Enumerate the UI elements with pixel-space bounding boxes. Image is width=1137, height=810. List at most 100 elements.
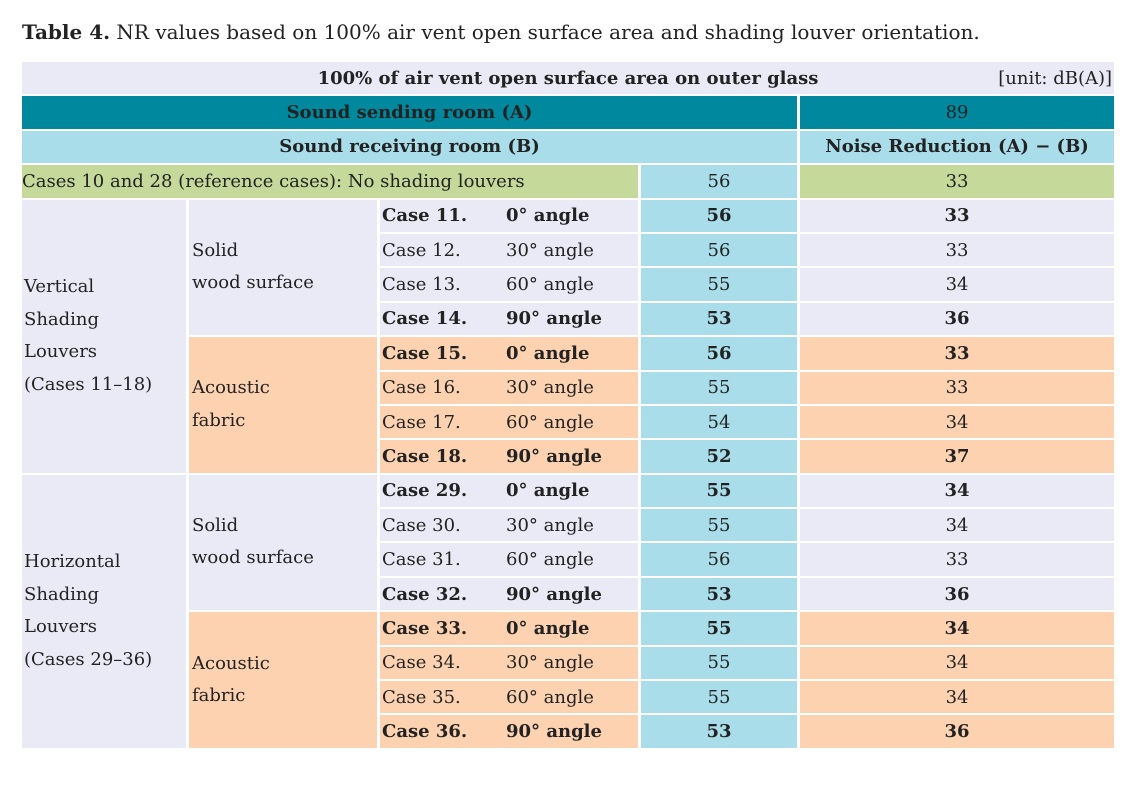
material-label-line: Acoustic <box>192 377 270 399</box>
case-number: Case 33. <box>382 617 468 639</box>
caption-label: Table 4. <box>22 20 111 44</box>
case-cell: Case 12. 30° angle <box>380 233 641 269</box>
case-angle: 30° angle <box>506 514 594 536</box>
case-angle: 60° angle <box>506 411 594 433</box>
case-number: Case 13. <box>382 274 461 296</box>
group-label-line: Horizontal <box>24 551 121 573</box>
case-angle: 30° angle <box>506 239 594 261</box>
group-label-line: Louvers <box>24 616 98 638</box>
table-row: Case 18. 90° angle 52 37 <box>22 440 1115 475</box>
material-label-line: fabric <box>192 409 246 431</box>
nr-value: 34 <box>800 681 1115 716</box>
case-number: Case 18. <box>382 445 468 467</box>
case-number: Case 17. <box>382 411 461 433</box>
material-label-line: wood surface <box>192 272 314 294</box>
received-value: 55 <box>641 268 800 303</box>
table-row: Case 32. 90° angle 53 36 <box>22 577 1115 613</box>
case-number: Case 30. <box>382 514 461 536</box>
nr-value: 33 <box>800 371 1115 406</box>
nr-value: 34 <box>800 646 1115 682</box>
receiving-room-row: Sound receiving room (B) Noise Reduction… <box>22 130 1115 166</box>
nr-value: 37 <box>800 440 1115 475</box>
nr-value: 34 <box>800 612 1115 647</box>
case-cell: Case 17. 60° angle <box>380 405 641 441</box>
case-angle: 0° angle <box>506 480 590 502</box>
louver-group-label: Vertical Shading Louvers (Cases 11–18) <box>22 199 189 475</box>
caption-text: NR values based on 100% air vent open su… <box>110 20 980 44</box>
received-value: 55 <box>641 474 800 510</box>
case-cell: Case 13. 60° angle <box>380 268 641 303</box>
sending-room-label: Sound sending room (A) <box>22 96 800 131</box>
case-angle: 30° angle <box>506 652 594 674</box>
case-angle: 0° angle <box>506 342 590 364</box>
nr-value: 33 <box>800 543 1115 578</box>
case-number: Case 12. <box>382 239 461 261</box>
unit-label: [unit: dB(A)] <box>998 67 1113 89</box>
receiving-room-label: Sound receiving room (B) <box>22 130 800 166</box>
table-row: Acoustic fabric Case 15. 0° angle 56 33 <box>22 337 1115 475</box>
noise-reduction-header: Noise Reduction (A) − (B) <box>800 130 1115 166</box>
case-cell: Case 36. 90° angle <box>380 715 641 750</box>
table-row: Case 30. 30° angle 55 34 <box>22 509 1115 544</box>
case-number: Case 34. <box>382 652 461 674</box>
nr-value: 33 <box>800 233 1115 269</box>
group-label-line: (Cases 11–18) <box>24 373 153 395</box>
received-value: 55 <box>641 371 800 406</box>
case-cell: Case 32. 90° angle <box>380 577 641 613</box>
table-caption: Table 4. NR values based on 100% air ven… <box>22 18 980 46</box>
louver-group-label: Horizontal Shading Louvers (Cases 29–36) <box>22 474 189 750</box>
table-row: Case 13. 60° angle 55 34 <box>22 268 1115 303</box>
material-label-line: Acoustic <box>192 652 270 674</box>
received-value: 56 <box>641 199 800 234</box>
table-row: Case 36. 90° angle 53 36 <box>22 715 1115 750</box>
nr-value: 33 <box>800 199 1115 234</box>
table-row: Vertical Shading Louvers (Cases 11–18) Solid… <box>22 199 1115 475</box>
case-cell: Case 15. 0° angle <box>380 337 641 372</box>
received-value: 56 <box>641 543 800 578</box>
received-value: 53 <box>641 302 800 338</box>
received-value: 56 <box>641 233 800 269</box>
table-title-row: 100% of air vent open surface area on ou… <box>22 62 1115 97</box>
case-number: Case 11. <box>382 205 468 227</box>
case-number: Case 16. <box>382 377 461 399</box>
material-label: Acoustic fabric <box>189 337 380 475</box>
received-value: 55 <box>641 509 800 544</box>
case-cell: Case 16. 30° angle <box>380 371 641 406</box>
case-cell: Case 29. 0° angle <box>380 474 641 510</box>
case-number: Case 35. <box>382 686 461 708</box>
reference-received: 56 <box>641 165 800 200</box>
table-row: Case 16. 30° angle 55 33 <box>22 371 1115 406</box>
received-value: 55 <box>641 612 800 647</box>
case-angle: 30° angle <box>506 377 594 399</box>
nr-value: 34 <box>800 509 1115 544</box>
case-angle: 90° angle <box>506 721 602 743</box>
nr-value: 34 <box>800 474 1115 510</box>
group-label-line: Shading <box>24 308 100 330</box>
case-cell: Case 30. 30° angle <box>380 509 641 544</box>
nr-value: 33 <box>800 337 1115 372</box>
case-cell: Case 18. 90° angle <box>380 440 641 475</box>
case-angle: 0° angle <box>506 205 590 227</box>
reference-label: Cases 10 and 28 (reference cases): No sh… <box>22 165 641 200</box>
nr-table: 100% of air vent open surface area on ou… <box>22 62 1115 750</box>
group-label-line: Shading <box>24 583 100 605</box>
table-row: Case 12. 30° angle 56 33 <box>22 233 1115 269</box>
received-value: 55 <box>641 681 800 716</box>
table-row: Acoustic fabric Case 33. 0° angle 55 34 <box>22 612 1115 750</box>
table-row: Case 17. 60° angle 54 34 <box>22 405 1115 441</box>
material-label-line: fabric <box>192 685 246 707</box>
reference-row: Cases 10 and 28 (reference cases): No sh… <box>22 165 1115 200</box>
case-angle: 60° angle <box>506 274 594 296</box>
table-row: Case 14. 90° angle 53 36 <box>22 302 1115 338</box>
nr-value: 36 <box>800 577 1115 613</box>
table-title-cell: 100% of air vent open surface area on ou… <box>22 62 1115 97</box>
nr-value: 36 <box>800 715 1115 750</box>
case-cell: Case 33. 0° angle <box>380 612 641 647</box>
received-value: 52 <box>641 440 800 475</box>
table-row: Case 35. 60° angle 55 34 <box>22 681 1115 716</box>
case-angle: 90° angle <box>506 445 602 467</box>
group-label-line: (Cases 29–36) <box>24 648 153 670</box>
case-cell: Case 35. 60° angle <box>380 681 641 716</box>
material-label: Acoustic fabric <box>189 612 380 750</box>
reference-nr: 33 <box>800 165 1115 200</box>
